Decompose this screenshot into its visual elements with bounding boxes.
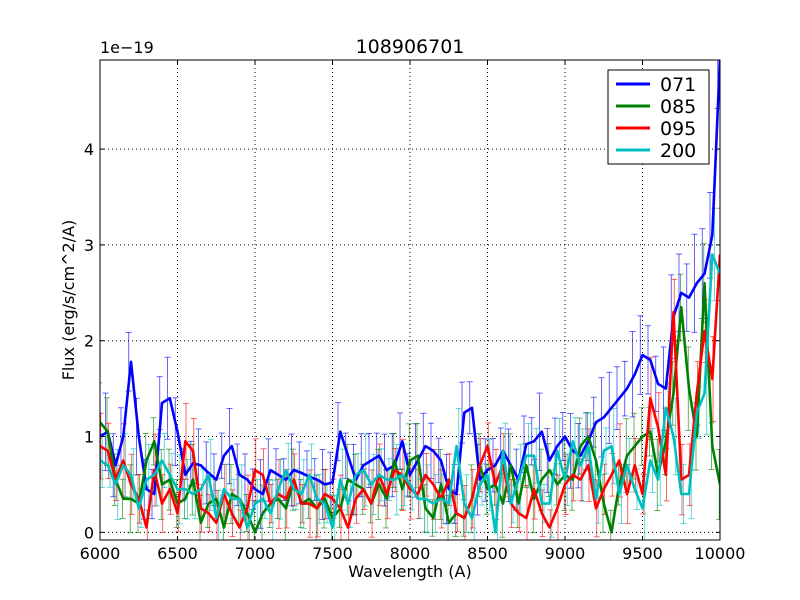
series-line-071 (100, 60, 720, 496)
x-tick-label: 10000 (695, 544, 746, 563)
y-tick-label: 2 (84, 332, 94, 351)
x-tick-label: 9000 (545, 544, 586, 563)
y-axis-label: Flux (erg/s/cm^2/A) (59, 220, 78, 381)
legend-label: 071 (660, 74, 696, 96)
y-offset-label: 1e−19 (100, 38, 154, 57)
x-tick-label: 7000 (235, 544, 276, 563)
y-tick-label: 1 (84, 428, 94, 447)
x-axis-label: Wavelength (A) (348, 562, 471, 581)
legend-label: 200 (660, 140, 696, 162)
legend-box (607, 69, 710, 165)
series-lines (100, 60, 720, 534)
legend-label: 085 (660, 96, 696, 118)
x-tick-label: 9500 (622, 544, 663, 563)
series-line-095 (100, 254, 720, 529)
y-tick-label: 4 (84, 140, 94, 159)
x-tick-label: 6000 (80, 544, 121, 563)
legend-label: 095 (660, 118, 696, 140)
ticks: 6000 6500 7000 7500 8000 8500 9000 9500 10000 0 1 2… (80, 60, 746, 563)
x-tick-label: 7500 (312, 544, 353, 563)
y-tick-label: 0 (84, 523, 94, 542)
series-line-085 (100, 281, 720, 534)
x-tick-label: 8500 (467, 544, 508, 563)
x-tick-label: 6500 (157, 544, 198, 563)
chart-title: 108906701 (356, 36, 465, 58)
x-tick-label: 8000 (390, 544, 431, 563)
y-tick-label: 3 (84, 236, 94, 255)
series-line-200 (100, 253, 720, 534)
